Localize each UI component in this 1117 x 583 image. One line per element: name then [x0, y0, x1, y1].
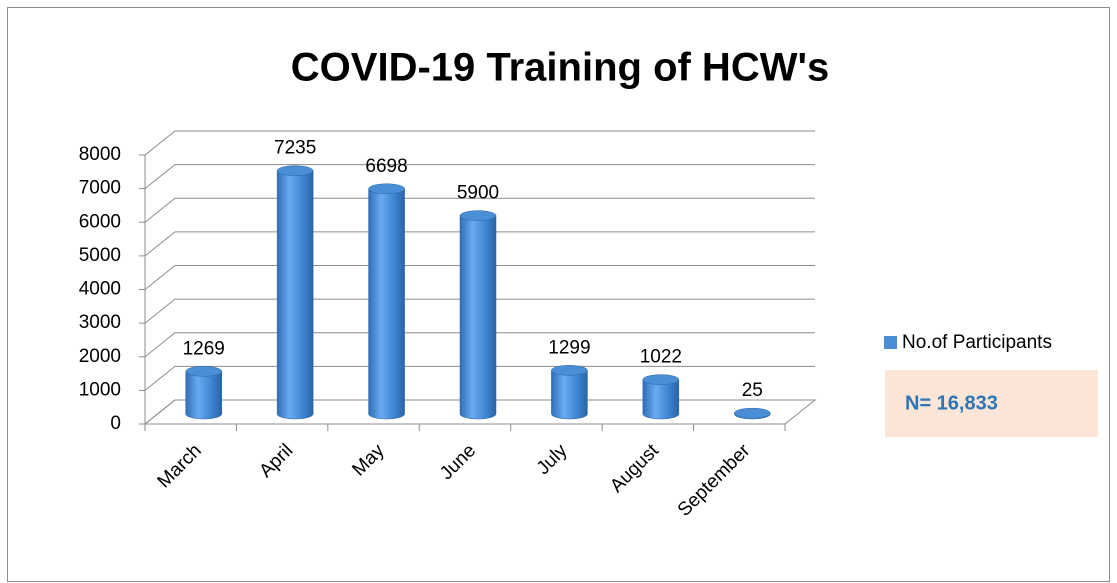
value-label: 25 — [742, 380, 763, 401]
value-label: 1269 — [183, 338, 225, 359]
bar — [185, 366, 222, 420]
bar — [459, 210, 497, 420]
bar-top — [642, 374, 680, 385]
bar-top — [734, 407, 771, 419]
value-label: 5900 — [457, 183, 499, 204]
value-label: 1022 — [640, 347, 682, 368]
grid-line — [144, 365, 815, 391]
y-tick-label: 5000 — [79, 245, 121, 266]
grid-line — [144, 298, 815, 324]
y-tick-label: 1000 — [79, 379, 121, 400]
bar — [551, 365, 588, 420]
bar-body — [276, 170, 314, 420]
bar-top — [368, 183, 405, 195]
bar-top — [276, 165, 314, 176]
y-tick-label: 4000 — [79, 279, 121, 300]
value-label: 1299 — [548, 337, 590, 358]
bar-body — [642, 379, 680, 420]
bar-body — [459, 215, 497, 420]
bar — [368, 183, 405, 420]
y-tick-label: 0 — [110, 413, 121, 434]
legend-label: No.of Participants — [902, 332, 1052, 353]
y-tick-label: 7000 — [79, 178, 121, 199]
legend-swatch — [884, 336, 897, 349]
bar-top — [551, 365, 588, 376]
bar — [642, 374, 680, 420]
grid-line — [144, 399, 815, 425]
grid-line — [144, 231, 815, 257]
value-label: 7235 — [274, 138, 316, 159]
value-label: 6698 — [365, 156, 407, 177]
y-tick-label: 3000 — [79, 312, 121, 333]
bar-top — [459, 210, 497, 221]
chart-border — [7, 7, 1110, 582]
grid-line — [144, 265, 815, 290]
annotation: N= 16,833 — [905, 392, 998, 414]
chart-title: COVID-19 Training of HCW's — [291, 46, 829, 90]
annotation-box — [885, 370, 1098, 437]
bar-top — [185, 366, 222, 377]
grid-line — [144, 130, 815, 156]
bar — [276, 165, 314, 420]
grid-line — [144, 164, 815, 190]
grid-line — [144, 332, 815, 358]
bar-body — [551, 370, 588, 420]
y-tick-label: 8000 — [79, 144, 121, 165]
grid-line — [144, 197, 815, 223]
y-tick-label: 2000 — [79, 346, 121, 367]
bar — [734, 407, 771, 420]
y-tick-label: 6000 — [79, 211, 121, 232]
bar-body — [185, 371, 222, 420]
bar-body — [368, 188, 405, 420]
